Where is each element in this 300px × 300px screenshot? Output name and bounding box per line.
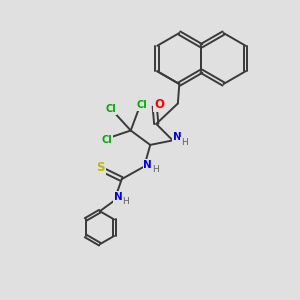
Text: H: H <box>181 138 188 147</box>
Text: N: N <box>172 132 181 142</box>
Text: O: O <box>154 98 164 111</box>
Text: Cl: Cl <box>106 104 117 115</box>
Text: N: N <box>114 192 123 202</box>
Text: S: S <box>97 160 105 174</box>
Text: H: H <box>152 165 159 174</box>
Text: Cl: Cl <box>102 135 112 145</box>
Text: H: H <box>122 197 129 206</box>
Text: Cl: Cl <box>136 100 147 110</box>
Text: N: N <box>143 160 152 170</box>
